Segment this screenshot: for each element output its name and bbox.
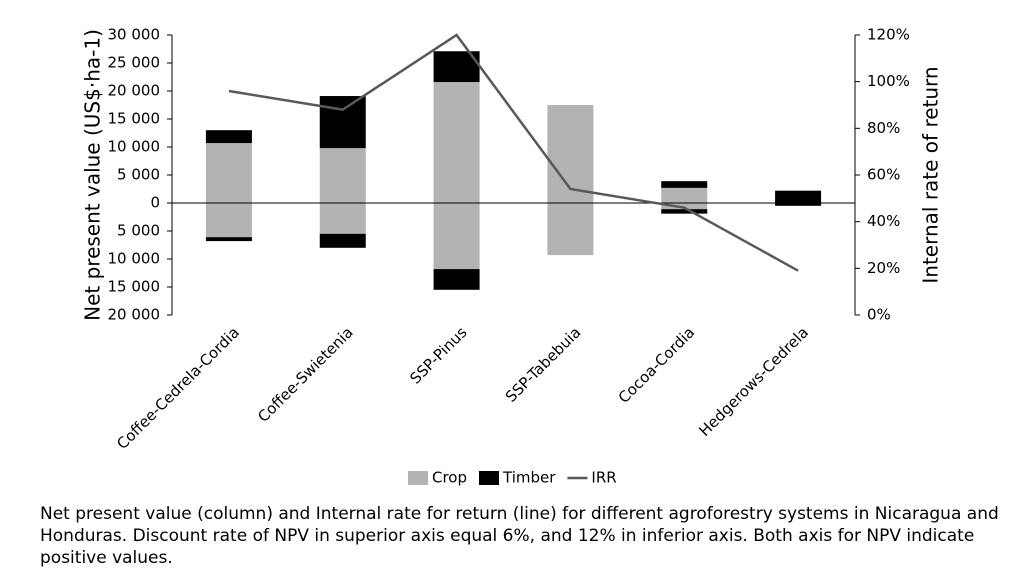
x-tick-label: SSP-Tabebuia xyxy=(502,323,585,406)
bar-segment xyxy=(319,148,366,203)
y2-tick-label: 40% xyxy=(867,212,900,230)
caption: Net present value (column) and Internal … xyxy=(40,504,999,568)
bar-segment xyxy=(661,203,708,210)
y2-axis-label: Internal rate of return xyxy=(919,66,943,283)
y-tick-label: 15 000 xyxy=(108,110,161,128)
y-axis-label: Net present value (US$·ha-1) xyxy=(81,29,105,321)
bar-segment xyxy=(205,143,252,203)
y2-tick-label: 60% xyxy=(867,166,900,184)
bar-segment xyxy=(547,203,594,256)
bar-segment xyxy=(433,82,480,203)
bar-segment xyxy=(661,181,708,188)
legend-swatch xyxy=(479,471,500,485)
y-tick-label: 20 000 xyxy=(108,306,161,324)
bar-segment xyxy=(433,203,480,270)
bar-segment xyxy=(775,190,822,203)
bar-segment xyxy=(775,203,822,206)
x-tick-label: SSP-Pinus xyxy=(406,323,470,387)
y2-tick-label: 100% xyxy=(867,72,910,90)
legend-label: Timber xyxy=(502,469,556,487)
bar-segment xyxy=(205,237,252,242)
legend-label: Crop xyxy=(432,469,467,487)
bar-segment xyxy=(205,203,252,238)
y2-tick-label: 20% xyxy=(867,259,900,277)
chart: Net present value (US$·ha-1) Internal ra… xyxy=(81,26,943,487)
bar-segment xyxy=(433,269,480,290)
y-tick-label: 10 000 xyxy=(108,250,161,268)
y-tick-label: 30 000 xyxy=(108,26,161,44)
bar-segment xyxy=(547,105,594,203)
y-tick-label: 5 000 xyxy=(117,222,160,240)
y2-tick-label: 0% xyxy=(867,306,891,324)
bar-segment xyxy=(205,130,252,144)
irr-line xyxy=(228,33,799,272)
bar-segment xyxy=(319,203,366,234)
bar-segment xyxy=(661,187,708,203)
y-tick-label: 20 000 xyxy=(108,82,161,100)
y-tick-label: 25 000 xyxy=(108,54,161,72)
bar-segment xyxy=(319,233,366,248)
y-tick-label: 15 000 xyxy=(108,278,161,296)
x-tick-label: Cocoa-Cordia xyxy=(615,323,699,407)
legend-swatch xyxy=(408,471,428,485)
y-tick-label: 5 000 xyxy=(117,166,160,184)
legend-label: IRR xyxy=(591,469,616,487)
y2-tick-label: 120% xyxy=(867,26,910,44)
bar-segment xyxy=(319,96,366,149)
y-tick-label: 10 000 xyxy=(108,138,161,156)
x-tick-label: Hedgerows-Cedrela xyxy=(695,323,812,440)
y2-tick-label: 80% xyxy=(867,119,900,137)
bar-segment xyxy=(661,209,708,214)
x-tick-label: Coffee-Cedrela-Cordia xyxy=(113,323,243,453)
y-tick-label: 0 xyxy=(150,194,160,212)
x-tick-label: Coffee-Swietenia xyxy=(254,323,357,426)
